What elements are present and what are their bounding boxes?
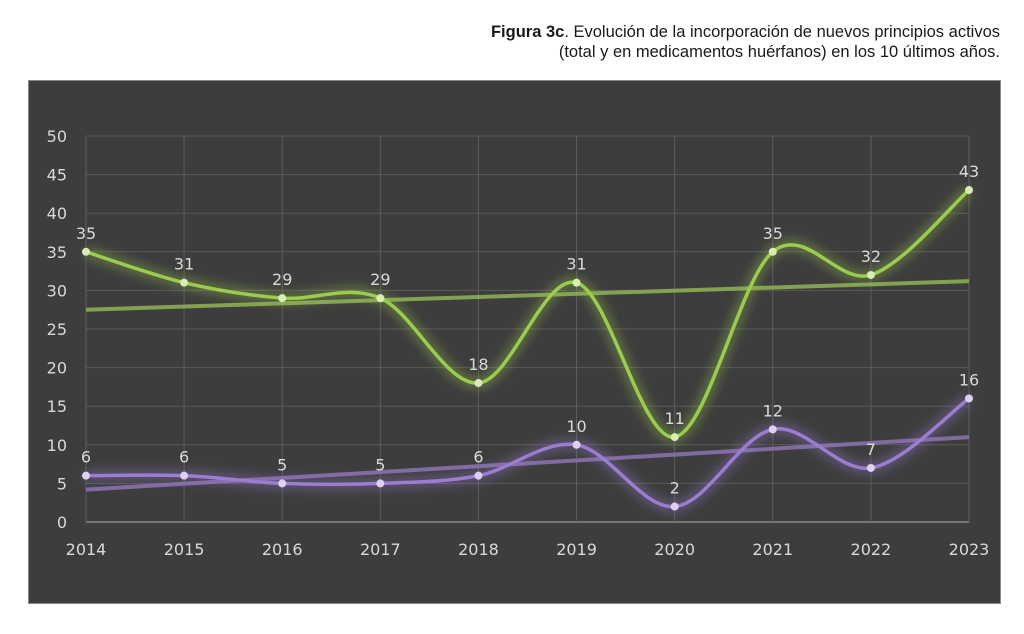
y-tick-label: 40 (47, 204, 67, 223)
data-label: 43 (959, 162, 979, 181)
y-tick-label: 5 (57, 474, 67, 493)
data-label: 6 (179, 448, 189, 467)
series-glow (84, 185, 974, 444)
data-point (82, 471, 90, 480)
x-tick-label: 2016 (262, 540, 303, 559)
data-point (278, 479, 287, 488)
data-point (474, 379, 483, 388)
x-tick-label: 2021 (752, 540, 793, 559)
data-label: 5 (375, 455, 385, 474)
data-point (376, 479, 385, 488)
data-label: 11 (664, 409, 684, 428)
data-label: 32 (861, 247, 881, 266)
x-tick-label: 2020 (654, 540, 695, 559)
data-point (670, 433, 679, 442)
data-point (572, 278, 581, 287)
series-line-huerfanos (84, 396, 971, 509)
data-label: 6 (473, 448, 483, 467)
y-tick-label: 15 (47, 397, 67, 416)
y-tick-label: 20 (47, 359, 67, 378)
data-label: 7 (866, 440, 876, 459)
data-label: 16 (959, 370, 979, 389)
data-point (82, 247, 90, 256)
x-tick-label: 2018 (458, 540, 499, 559)
x-tick-label: 2023 (949, 540, 990, 559)
data-label: 35 (76, 224, 96, 243)
data-label: 31 (174, 255, 194, 274)
y-tick-label: 30 (47, 281, 67, 300)
y-tick-label: 10 (47, 436, 67, 455)
data-point (866, 270, 875, 279)
y-tick-label: 35 (47, 243, 67, 262)
data-label: 31 (566, 255, 586, 274)
gridlines (85, 135, 970, 523)
data-label: 6 (81, 448, 91, 467)
data-point (768, 247, 777, 256)
data-point (768, 425, 777, 434)
figure-caption: Figura 3c. Evolución de la incorporación… (491, 22, 1000, 62)
data-point (572, 440, 581, 449)
caption-figure-number: Figura 3c (490, 23, 565, 41)
series-lines (82, 185, 974, 513)
data-point (965, 394, 973, 403)
x-tick-label: 2014 (66, 540, 107, 559)
y-tick-label: 50 (47, 127, 67, 146)
x-tick-label: 2019 (556, 540, 597, 559)
x-tick-label: 2017 (360, 540, 401, 559)
data-label: 5 (277, 455, 287, 474)
data-label: 18 (468, 355, 488, 374)
data-point (670, 502, 679, 511)
x-tick-label: 2022 (851, 540, 892, 559)
data-point (180, 278, 189, 287)
series-glow (85, 393, 973, 513)
trendline-total (85, 279, 970, 312)
data-point (180, 471, 189, 480)
caption-line-1: Figura 3c. Evolución de la incorporación… (491, 22, 1000, 42)
series-line-total (84, 188, 971, 439)
x-tick-label: 2015 (164, 540, 205, 559)
data-label: 12 (763, 401, 783, 420)
data-label: 10 (566, 417, 586, 436)
x-axis-ticks: 2014 2015 2016 2017 2018 2019 2020 2021 2022 2023 (66, 540, 990, 559)
caption-title: . Evolución de la incorporación de nuevo… (564, 23, 1000, 41)
y-tick-label: 45 (47, 166, 67, 185)
data-point (965, 186, 973, 195)
data-label: 29 (370, 270, 390, 289)
data-point (376, 294, 385, 303)
y-axis-ticks: 0 5 10 15 20 25 30 35 40 45 50 (47, 127, 67, 532)
data-labels: 35 31 29 29 18 31 11 35 32 43 6 6 5 5 6 10 2 12 7 16 (76, 162, 979, 498)
data-label: 2 (670, 479, 680, 498)
y-tick-label: 25 (47, 320, 67, 339)
data-label: 29 (272, 270, 292, 289)
data-point (278, 294, 287, 303)
data-point (474, 471, 483, 480)
caption-line-2: (total y en medicamentos huérfanos) en l… (558, 43, 1000, 61)
data-point (866, 463, 875, 472)
data-label: 35 (763, 224, 783, 243)
y-tick-label: 0 (57, 513, 67, 532)
